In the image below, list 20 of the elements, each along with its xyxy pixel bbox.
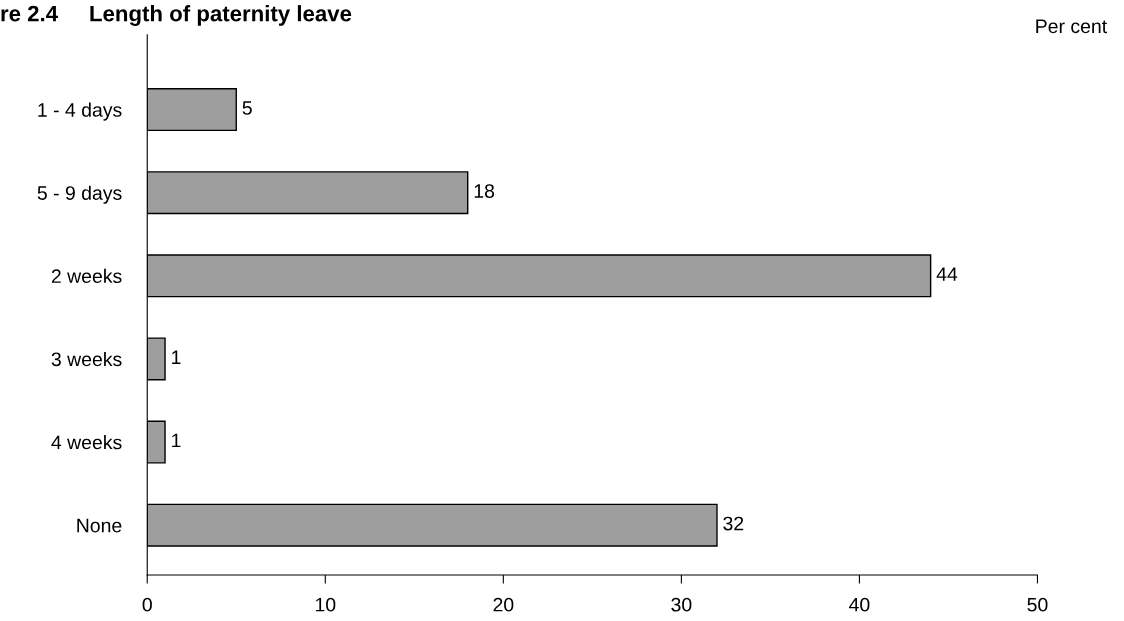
data-label: 1 [172,350,181,364]
data-label: 1 [172,433,181,448]
y-tick-label: 4 weeks [51,435,122,450]
y-tick-label: 5 - 9 days [37,185,122,204]
x-tick-label: 20 [493,597,514,612]
data-label: 18 [474,184,495,198]
data-label: 44 [936,267,958,281]
x-tick-label: 10 [315,597,336,612]
data-label: 32 [723,516,744,531]
data-label: 5 [242,101,252,115]
text: Per cent [1036,19,1107,34]
y-tick-label: 1 - 4 days [38,102,122,121]
y-tick-label: 3 weeks [51,351,122,367]
x-tick-label: 40 [849,597,870,612]
x-tick-label: 50 [1027,597,1048,612]
y-tick-label: 2 weeks [51,268,122,284]
y-tick-label: None [77,518,122,533]
x-tick-label: 30 [671,597,692,612]
x-tick-label: 0 [142,597,152,612]
chart-title: re 2.4 Length of paternity leave [1,5,352,26]
